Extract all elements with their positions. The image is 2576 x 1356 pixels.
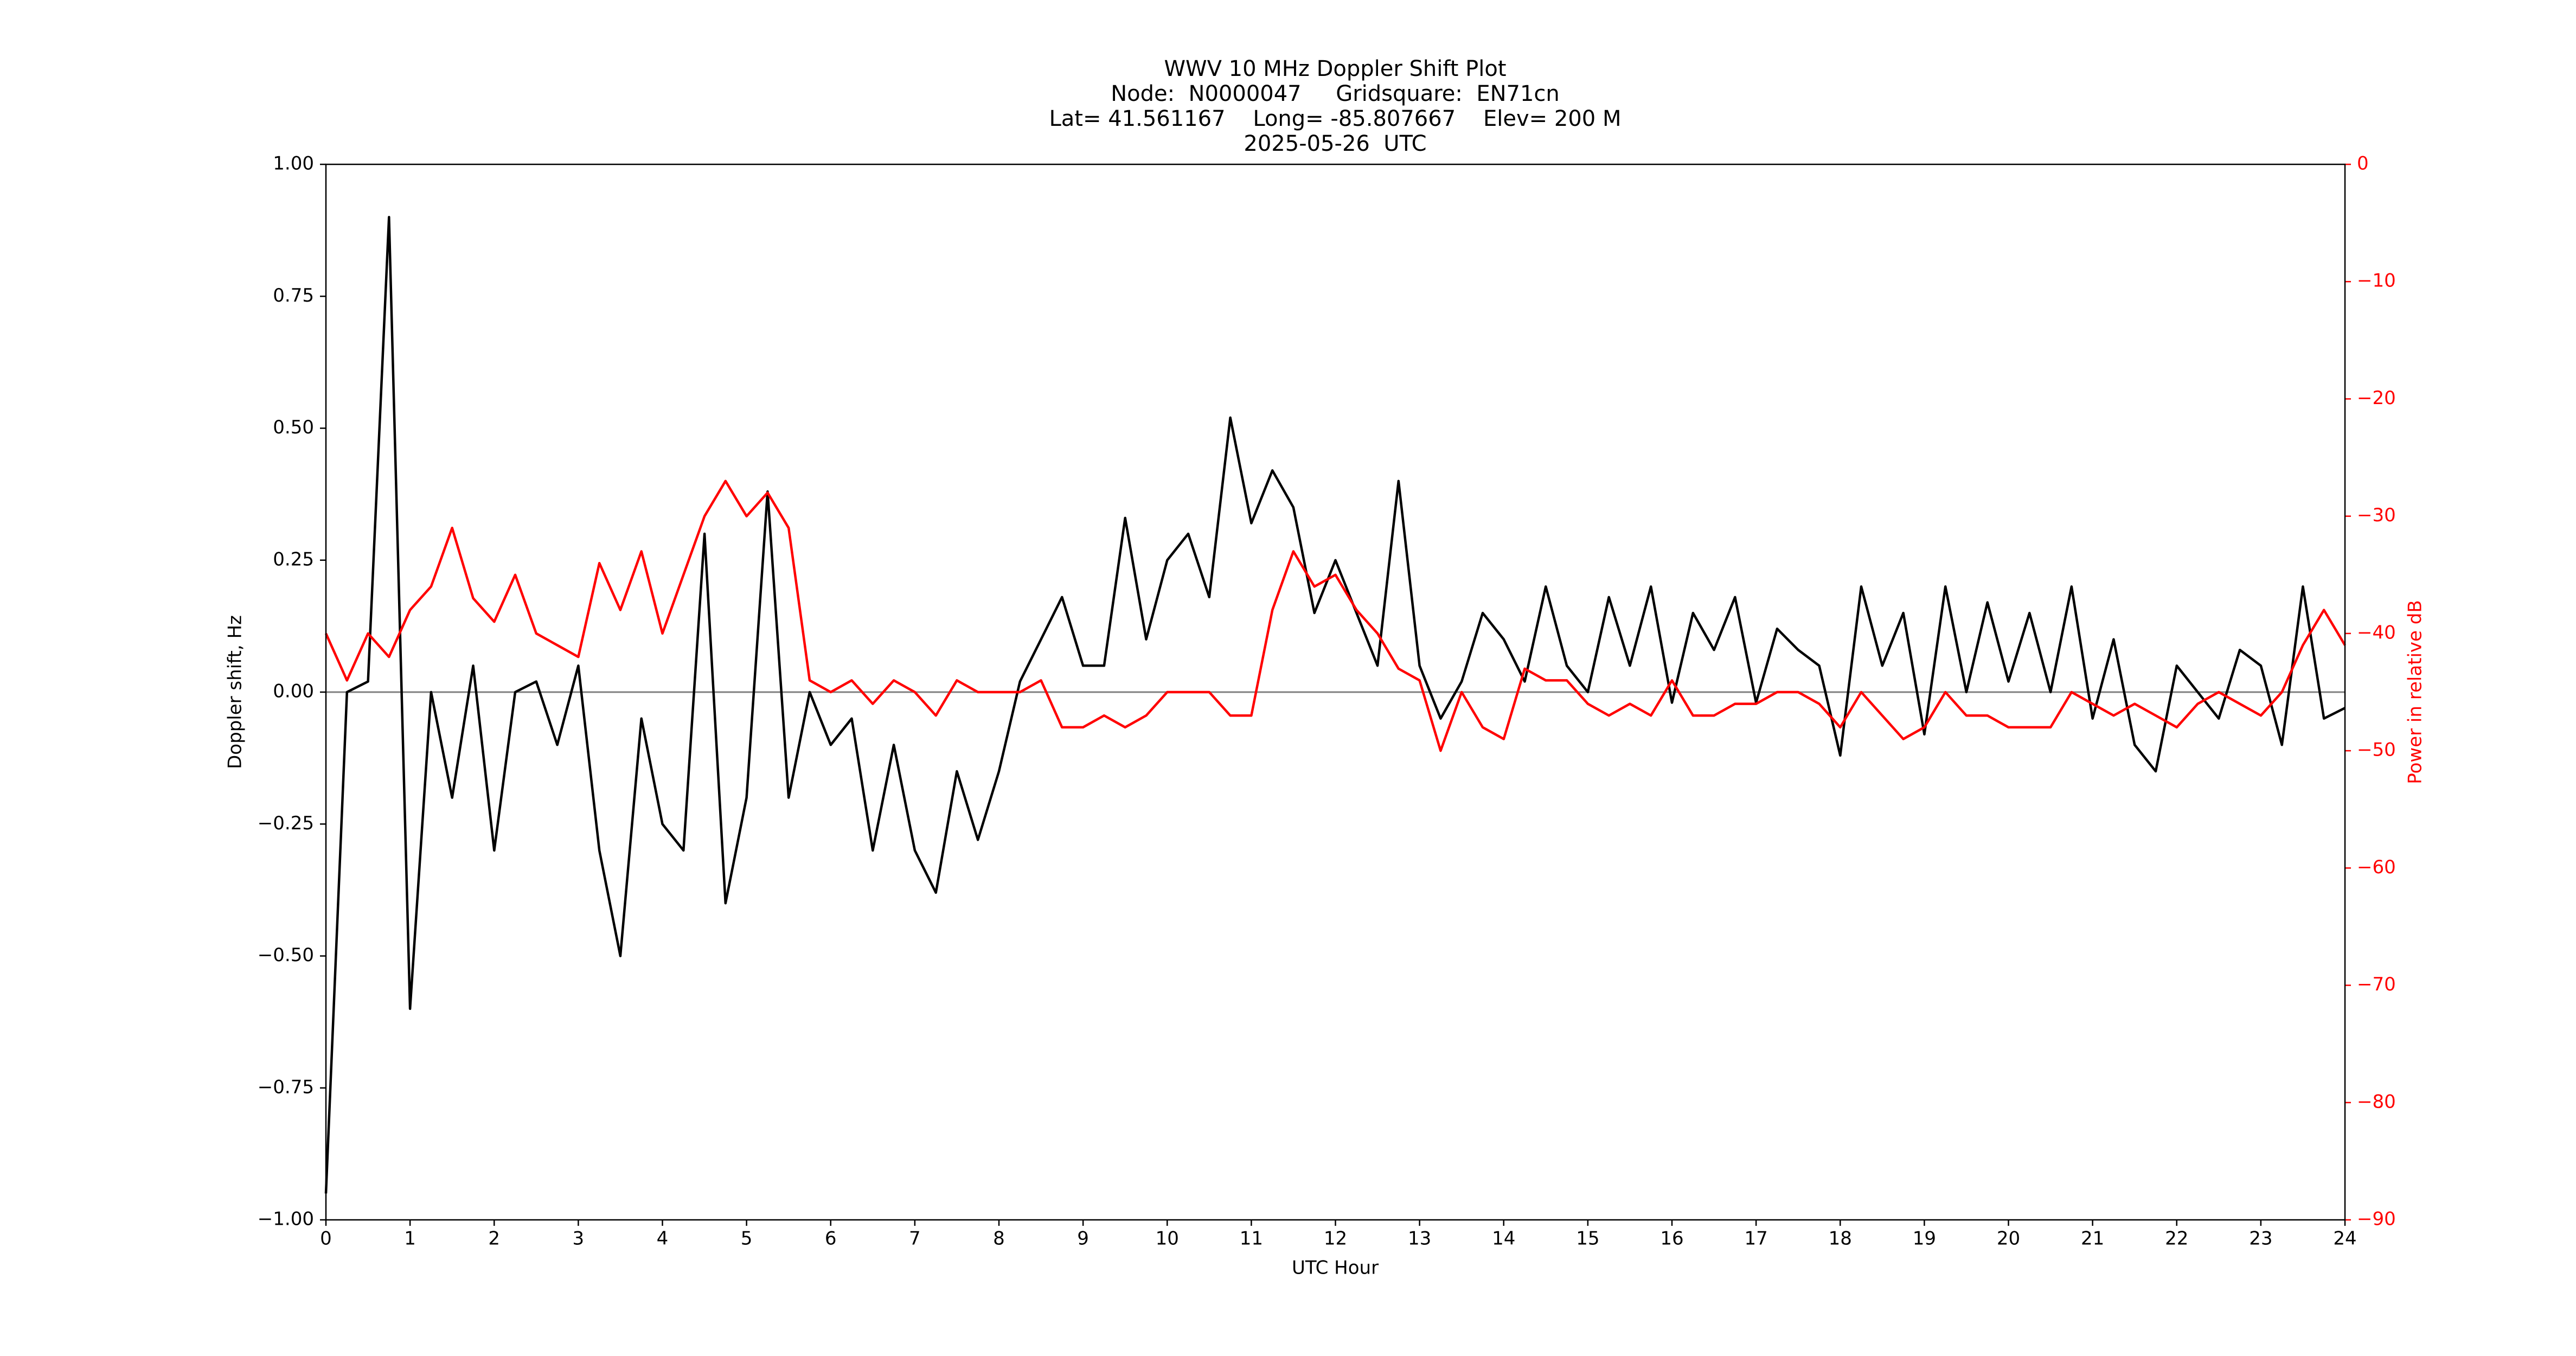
x-tick-label: 16	[1660, 1228, 1683, 1250]
x-tick-label: 12	[1324, 1228, 1347, 1250]
x-tick-label: 5	[741, 1228, 753, 1250]
y-tick-label: −0.25	[258, 813, 314, 834]
x-tick-label: 10	[1156, 1228, 1179, 1250]
y2-tick-label: −90	[2357, 1208, 2396, 1230]
data-line	[324, 216, 2346, 1194]
chart-title: WWV 10 MHz Doppler Shift Plot	[1164, 56, 1506, 81]
data-line	[324, 479, 2346, 752]
x-tick-label: 24	[2333, 1228, 2356, 1250]
chart-subtitle: Node: N0000047 Gridsquare: EN71cn	[1111, 81, 1560, 106]
x-tick-label: 1	[404, 1228, 416, 1250]
x-tick-label: 21	[2081, 1228, 2104, 1250]
x-tick-label: 13	[1408, 1228, 1431, 1250]
y2-tick-label: −10	[2357, 270, 2396, 292]
y-tick-label: −0.75	[258, 1076, 314, 1098]
x-tick-label: 7	[909, 1228, 921, 1250]
x-tick-label: 17	[1744, 1228, 1767, 1250]
x-tick-label: 0	[320, 1228, 332, 1250]
x-tick-label: 22	[2165, 1228, 2188, 1250]
y-tick-label: 0.50	[273, 417, 314, 438]
x-tick-label: 18	[1829, 1228, 1852, 1250]
x-tick-label: 3	[573, 1228, 585, 1250]
y-tick-label: 0.00	[273, 681, 314, 702]
x-tick-label: 4	[657, 1228, 669, 1250]
x-tick-label: 2	[488, 1228, 500, 1250]
y-tick-label: −0.50	[258, 944, 314, 966]
x-tick-label: 19	[1913, 1228, 1936, 1250]
x-tick-label: 11	[1240, 1228, 1263, 1250]
x-tick-label: 15	[1576, 1228, 1599, 1250]
chart-subtitle: 2025-05-26 UTC	[1244, 131, 1426, 156]
chart-subtitle: Lat= 41.561167 Long= -85.807667 Elev= 20…	[1049, 106, 1622, 131]
y2-tick-label: −20	[2357, 387, 2396, 409]
y-tick-label: 0.75	[273, 285, 314, 306]
y2-tick-label: −60	[2357, 856, 2396, 878]
x-tick-label: 8	[993, 1228, 1005, 1250]
y2-tick-label: −30	[2357, 504, 2396, 526]
x-axis-label: UTC Hour	[1292, 1257, 1379, 1279]
y2-tick-label: 0	[2357, 153, 2369, 175]
x-tick-label: 9	[1077, 1228, 1089, 1250]
y2-tick-label: −70	[2357, 974, 2396, 995]
y-axis-label: Doppler shift, Hz	[225, 615, 246, 769]
x-tick-label: 23	[2249, 1228, 2272, 1250]
y-tick-label: 0.25	[273, 548, 314, 570]
plot-frame	[325, 163, 2346, 1221]
y2-tick-label: −80	[2357, 1091, 2396, 1112]
x-tick-label: 20	[1997, 1228, 2020, 1250]
y2-axis-label: Power in relative dB	[2405, 600, 2426, 784]
x-tick-label: 6	[825, 1228, 837, 1250]
x-tick-label: 14	[1492, 1228, 1515, 1250]
y-tick-label: −1.00	[258, 1208, 314, 1230]
y2-tick-label: −50	[2357, 739, 2396, 761]
y2-tick-label: −40	[2357, 622, 2396, 643]
y-tick-label: 1.00	[273, 153, 314, 175]
